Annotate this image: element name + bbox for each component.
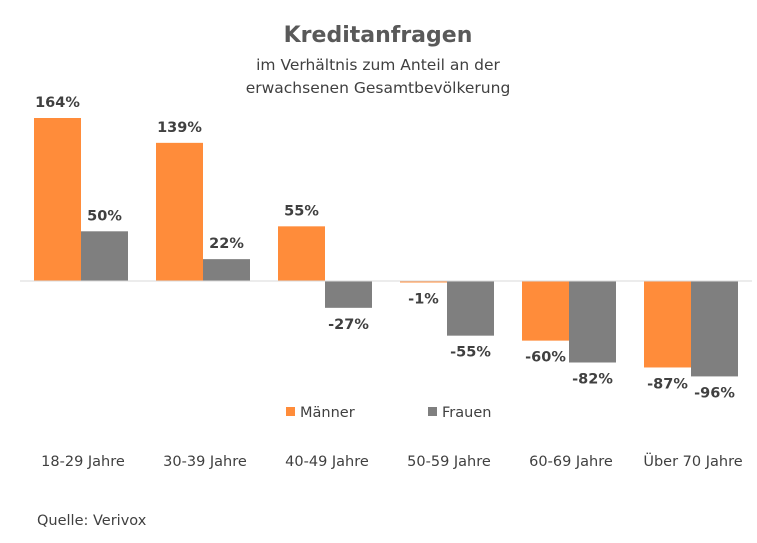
data-labels-group: 164% 50% 139% 22% 55% -27% -1% -55% -60% -82% -87%…: [35, 95, 735, 401]
data-label-frauen-5: -82%: [572, 372, 613, 388]
data-label-maenner-3: 55%: [284, 203, 319, 219]
category-labels-group: 18-29 Jahre 30-39 Jahre 40-49 Jahre 50-59 J…: [41, 452, 743, 470]
bar-maenner-3: [278, 226, 325, 281]
bar-frauen-3: [325, 281, 372, 308]
bars-group: [34, 118, 738, 377]
category-label-4: 50-59 Jahre: [407, 454, 491, 470]
legend-swatch-maenner: [286, 407, 295, 416]
data-label-maenner-6: -87%: [647, 376, 688, 392]
bar-maenner-1: [34, 118, 81, 281]
legend: Männer Frauen: [286, 405, 491, 421]
data-label-maenner-5: -60%: [525, 350, 566, 366]
bar-frauen-4: [447, 281, 494, 336]
chart-subtitle-line-1: im Verhältnis zum Anteil an der: [256, 56, 500, 74]
bar-frauen-5: [569, 281, 616, 363]
data-label-frauen-1: 50%: [87, 208, 122, 224]
legend-swatch-frauen: [428, 407, 437, 416]
bar-frauen-2: [203, 259, 250, 281]
bar-frauen-6: [691, 281, 738, 377]
bar-frauen-1: [81, 231, 128, 281]
bar-maenner-6: [644, 281, 691, 368]
category-label-2: 30-39 Jahre: [163, 454, 247, 470]
data-label-frauen-3: -27%: [328, 317, 369, 333]
data-label-maenner-1: 164%: [35, 95, 80, 111]
data-label-frauen-4: -55%: [450, 345, 491, 361]
category-label-5: 60-69 Jahre: [529, 454, 613, 470]
data-label-maenner-4: -1%: [408, 292, 439, 308]
data-label-frauen-6: -96%: [694, 385, 735, 401]
chart-subtitle-line-2: erwachsenen Gesamtbevölkerung: [246, 79, 511, 97]
category-label-3: 40-49 Jahre: [285, 454, 369, 470]
bar-maenner-4: [400, 281, 447, 283]
category-label-1: 18-29 Jahre: [41, 454, 125, 470]
chart-title: Kreditanfragen: [284, 23, 473, 48]
data-label-maenner-2: 139%: [157, 120, 202, 136]
legend-label-frauen: Frauen: [442, 405, 491, 421]
data-label-frauen-2: 22%: [209, 236, 244, 252]
category-label-6: Über 70 Jahre: [643, 452, 742, 470]
legend-label-maenner: Männer: [300, 405, 355, 421]
source-note: Quelle: Verivox: [37, 513, 147, 529]
bar-maenner-2: [156, 142, 203, 281]
bar-maenner-5: [522, 281, 569, 341]
